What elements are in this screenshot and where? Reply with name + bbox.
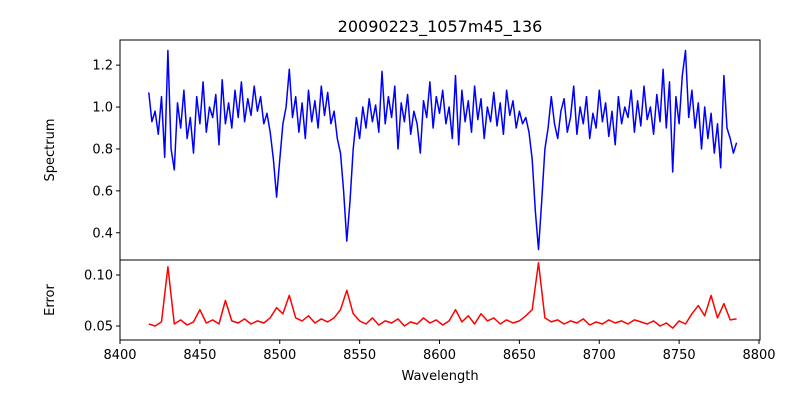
spectrum-line (148, 49, 738, 251)
y-tick-label: 0.10 (84, 269, 113, 284)
x-tick-label: 8550 (343, 348, 376, 363)
x-tick-label: 8500 (263, 348, 296, 363)
x-tick-label: 8650 (503, 348, 536, 363)
x-tick-label: 8750 (663, 348, 696, 363)
error-line (148, 262, 737, 329)
chart-title: 20090223_1057m45_136 (338, 17, 543, 37)
axes-frame (119, 259, 761, 341)
y-tick-label: 1.2 (92, 59, 113, 74)
x-tick-label: 8700 (583, 348, 616, 363)
x-tick-label: 8400 (103, 348, 136, 363)
x-axis-label: Wavelength (401, 369, 478, 384)
x-tick-label: 8800 (742, 348, 775, 363)
y-tick-label: 0.6 (92, 184, 113, 199)
spectrum-ylabel: Spectrum (43, 119, 58, 182)
x-tick-label: 8450 (183, 348, 216, 363)
error-ylabel: Error (43, 284, 58, 316)
y-tick-label: 0.4 (92, 226, 113, 241)
y-tick-label: 0.05 (84, 320, 113, 335)
spectrum-axes: 0.4 0.6 0.8 1.0 1.2 (92, 39, 761, 261)
x-tick-label: 8600 (423, 348, 456, 363)
y-tick-label: 1.0 (92, 101, 113, 116)
error-axes: 0.05 0.10 8400 8450 8500 8550 8600 8650 8700 8750… (84, 259, 776, 363)
y-tick-label: 0.8 (92, 142, 113, 157)
